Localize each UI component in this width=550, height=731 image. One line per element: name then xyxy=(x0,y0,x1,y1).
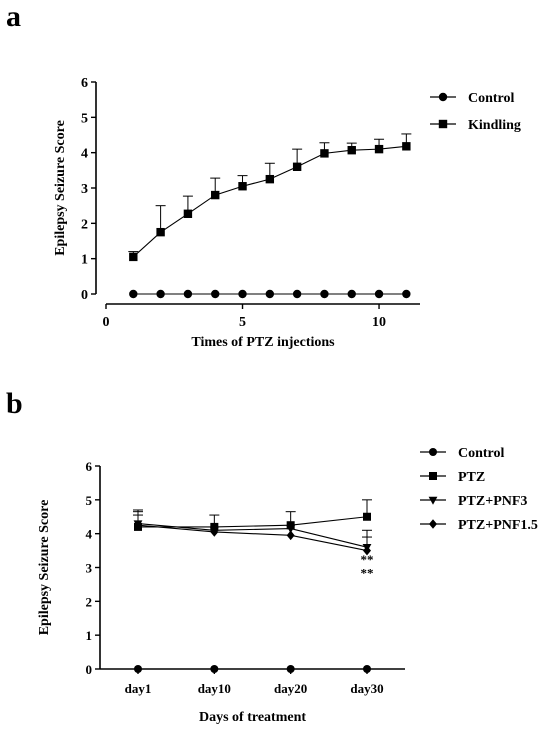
data-point xyxy=(156,289,165,299)
x-tick-label: 0 xyxy=(103,315,110,330)
chart-panel-a: 0 1 2 3 4 5 6 0 5 10 Times of PTZ injections Epilep… xyxy=(53,76,521,350)
data-point xyxy=(183,289,193,299)
data-point xyxy=(374,144,384,154)
series-control xyxy=(134,665,371,673)
y-tick-label: 1 xyxy=(86,628,93,643)
y-tick-label: 1 xyxy=(81,253,88,268)
data-point xyxy=(286,521,295,530)
x-tick-label: 5 xyxy=(239,315,246,330)
data-point xyxy=(211,190,220,200)
data-point xyxy=(134,665,142,673)
panel-a-letter: a xyxy=(6,0,21,33)
data-point xyxy=(238,289,247,299)
series-ptz-pnf3 xyxy=(133,509,372,552)
data-point xyxy=(363,665,371,673)
data-point xyxy=(374,289,384,299)
data-point xyxy=(134,520,142,531)
y-axis-title: Epilepsy Seizure Score xyxy=(37,500,52,636)
y-tick-label: 4 xyxy=(86,527,93,542)
data-point xyxy=(210,665,219,673)
legend-marker xyxy=(438,119,448,129)
legend-label: Control xyxy=(458,446,505,461)
data-point xyxy=(238,182,247,191)
x-tick-label: 10 xyxy=(372,315,386,330)
x-axis-title: Times of PTZ injections xyxy=(191,335,335,350)
legend-label: PTZ+PNF1.5 xyxy=(458,518,538,533)
series-control xyxy=(129,289,411,299)
y-tick-label: 0 xyxy=(86,662,93,677)
legend-marker xyxy=(429,519,437,529)
data-point xyxy=(129,289,138,299)
series-line xyxy=(137,522,368,548)
significance-annotation: ** xyxy=(361,566,374,581)
data-point xyxy=(286,530,295,541)
x-axis-title: Days of treatment xyxy=(199,710,306,725)
data-point xyxy=(211,289,220,299)
data-point xyxy=(363,545,371,556)
data-point xyxy=(183,209,193,218)
x-tick-label: day1 xyxy=(125,681,152,696)
data-point xyxy=(286,525,296,534)
x-tick-label: day10 xyxy=(198,681,231,696)
y-tick-label: 5 xyxy=(86,493,93,508)
series-kindling xyxy=(128,133,412,262)
data-point xyxy=(292,289,302,299)
data-point xyxy=(402,142,411,151)
y-tick-label: 6 xyxy=(86,459,93,474)
data-point xyxy=(265,289,275,299)
x-tick-label: day30 xyxy=(350,681,383,696)
data-point xyxy=(347,145,356,155)
chart-panel-b: 0 1 2 3 4 5 6 day1 day10 day20 day30 Days of treatm… xyxy=(37,446,538,725)
legend-label: Control xyxy=(468,91,515,106)
data-point xyxy=(156,227,165,237)
y-tick-label: 6 xyxy=(81,76,88,91)
legend-marker xyxy=(429,448,437,456)
legend-marker xyxy=(428,496,438,505)
y-tick-label: 0 xyxy=(81,288,88,303)
y-tick-label: 4 xyxy=(81,147,88,162)
series-line xyxy=(138,516,368,528)
legend-label: PTZ+PNF3 xyxy=(458,494,527,509)
data-point xyxy=(129,252,138,262)
data-point xyxy=(347,289,356,299)
legend-marker xyxy=(429,472,437,480)
series-line xyxy=(137,524,368,552)
data-point xyxy=(363,512,371,521)
series-ptz-pnf1-5 xyxy=(133,514,372,556)
x-tick-label: day20 xyxy=(274,681,307,696)
data-point xyxy=(265,174,275,184)
legend-marker xyxy=(438,92,448,102)
data-point xyxy=(210,527,219,537)
data-point xyxy=(320,289,329,299)
y-tick-label: 3 xyxy=(86,561,93,576)
y-tick-label: 2 xyxy=(86,594,93,609)
y-tick-label: 2 xyxy=(81,217,88,232)
data-point xyxy=(402,289,411,299)
panel-b-letter: b xyxy=(6,387,23,420)
data-point xyxy=(292,162,302,171)
y-axis-title: Epilepsy Seizure Score xyxy=(53,120,68,256)
significance-annotation: ** xyxy=(361,552,374,567)
y-tick-label: 5 xyxy=(81,111,88,126)
y-tick-label: 3 xyxy=(81,182,88,197)
data-point xyxy=(320,149,329,158)
data-point xyxy=(286,665,295,673)
legend-label: Kindling xyxy=(468,118,521,133)
data-point xyxy=(210,522,219,531)
legend-label: PTZ xyxy=(458,470,485,485)
